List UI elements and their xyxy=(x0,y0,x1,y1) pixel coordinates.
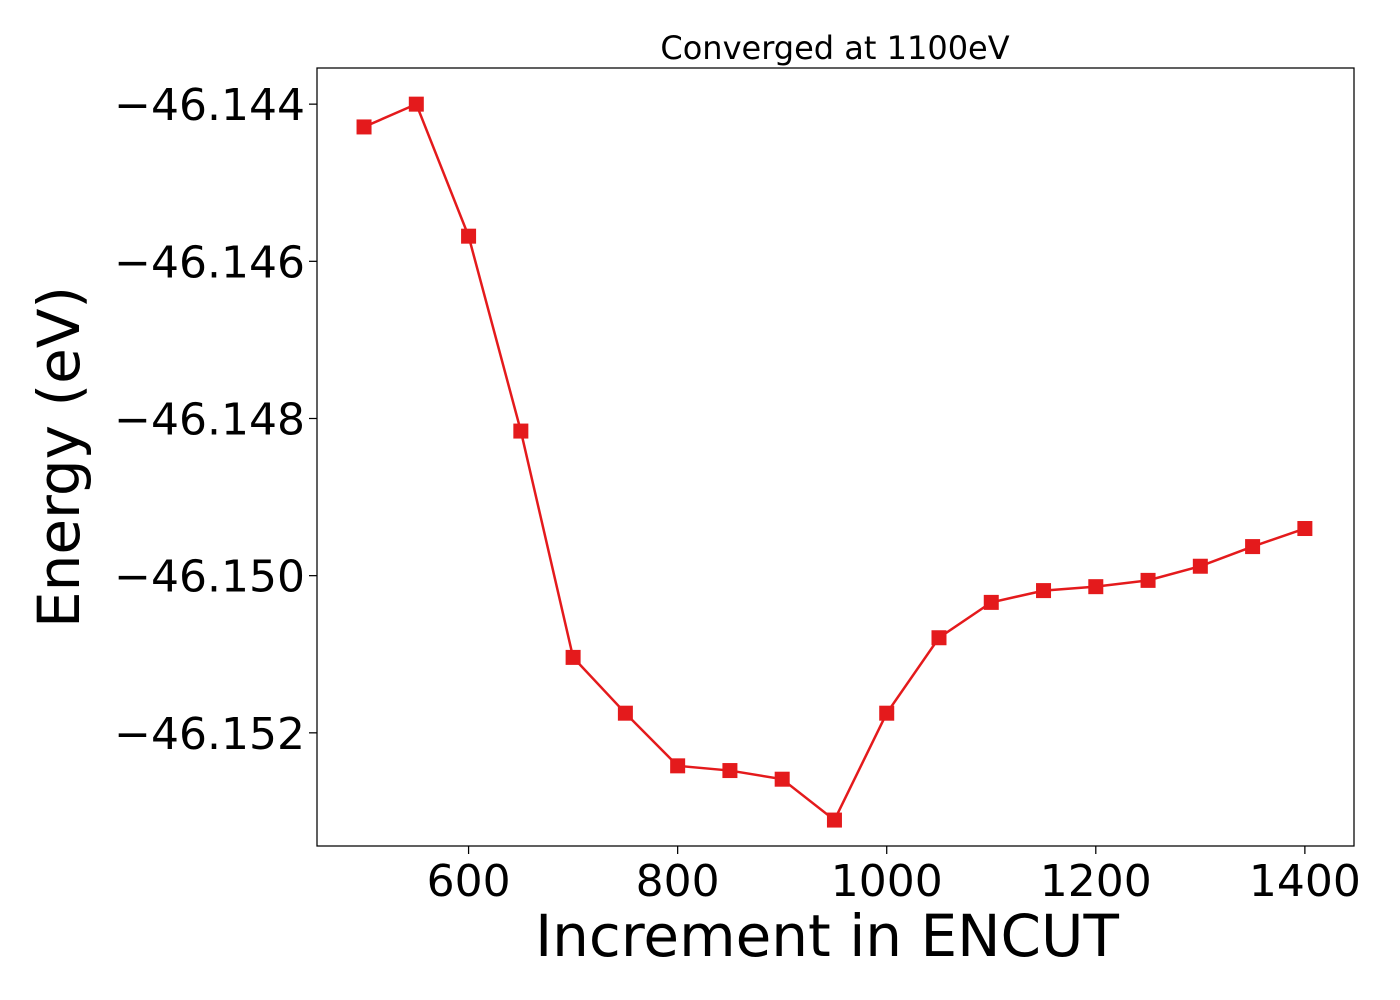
data-point-marker xyxy=(461,228,477,244)
y-tick-label: −46.148 xyxy=(114,394,305,445)
data-point-marker xyxy=(983,594,999,610)
x-tick-label: 800 xyxy=(636,856,720,907)
data-point-marker xyxy=(1192,558,1208,574)
y-tick-label: −46.152 xyxy=(114,709,305,760)
y-tick-label: −46.146 xyxy=(114,237,305,288)
data-point-marker xyxy=(774,771,790,787)
data-point-marker xyxy=(826,812,842,828)
x-tick-label: 1000 xyxy=(831,856,943,907)
data-point-marker xyxy=(722,763,738,779)
data-point-marker xyxy=(1297,521,1313,537)
x-tick-label: 1400 xyxy=(1249,856,1361,907)
data-point-marker xyxy=(670,758,686,774)
data-point-marker xyxy=(513,423,529,439)
data-point-marker xyxy=(931,630,947,646)
data-point-marker xyxy=(1036,583,1052,599)
chart-title: Converged at 1100eV xyxy=(660,29,1009,67)
data-point-marker xyxy=(1140,572,1156,588)
data-point-marker xyxy=(1088,579,1104,595)
y-tick-label: −46.144 xyxy=(114,80,305,131)
x-tick-label: 600 xyxy=(427,856,511,907)
data-point-marker xyxy=(565,649,581,665)
data-point-marker xyxy=(879,705,895,721)
y-tick-label: −46.150 xyxy=(114,552,305,603)
series-layer xyxy=(356,96,1313,828)
x-tick-label: 1200 xyxy=(1040,856,1152,907)
x-axis-ticks: 600 800 1000 1200 1400 xyxy=(427,846,1361,907)
data-point-marker xyxy=(408,96,424,112)
y-axis-label: Energy (eV) xyxy=(25,286,93,628)
x-axis-label: Increment in ENCUT xyxy=(535,902,1119,970)
y-axis-ticks: −46.144 −46.146 −46.148 −46.150 −46.152 xyxy=(114,80,317,760)
data-point-marker xyxy=(617,705,633,721)
data-point-marker xyxy=(1245,539,1261,555)
data-point-marker xyxy=(356,119,372,135)
plot-area xyxy=(316,67,1355,847)
